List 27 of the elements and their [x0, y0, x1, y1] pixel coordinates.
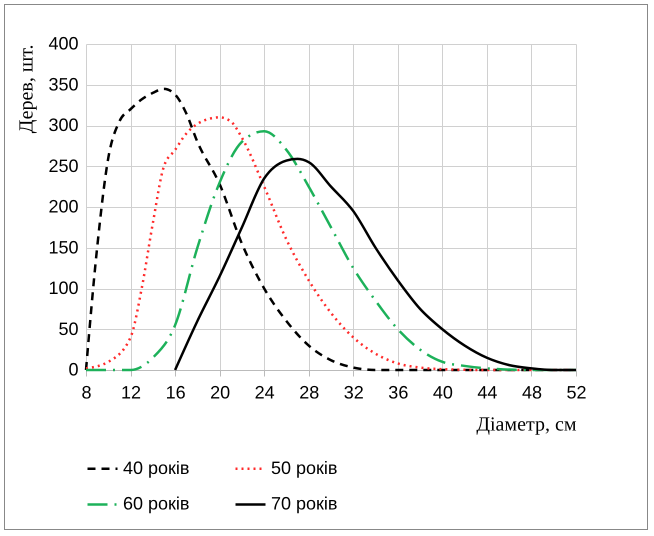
- legend-label: 50 років: [271, 458, 338, 478]
- x-tick-label: 24: [254, 382, 275, 402]
- legend-label: 60 років: [123, 494, 190, 514]
- y-tick-label: 200: [48, 196, 78, 216]
- x-tick-label: 36: [388, 382, 408, 402]
- y-axis-title: Дерев, шт.: [15, 44, 38, 134]
- y-tick-label: 250: [48, 156, 78, 176]
- x-tick-label: 16: [166, 382, 186, 402]
- y-tick-label: 0: [68, 360, 78, 380]
- y-tick-label: 100: [48, 278, 78, 298]
- x-tick-label: 40: [432, 382, 453, 402]
- y-tick-label: 300: [48, 115, 78, 135]
- y-tick-label: 50: [58, 318, 78, 339]
- x-tick-label: 28: [299, 382, 320, 402]
- legend-label: 70 років: [271, 494, 338, 514]
- x-tick-label: 12: [121, 382, 142, 402]
- x-axis-title: Діаметр, см: [476, 414, 577, 436]
- legend-label: 40 років: [123, 458, 190, 478]
- y-tick-label: 350: [48, 74, 78, 94]
- x-tick-label: 8: [81, 382, 92, 402]
- x-tick-label: 20: [210, 382, 230, 402]
- x-tick-label: 48: [522, 382, 542, 402]
- x-tick-label: 32: [344, 382, 364, 402]
- y-tick-label: 150: [48, 237, 78, 258]
- x-tick-label: 44: [477, 382, 498, 402]
- y-tick-label: 400: [48, 34, 78, 54]
- x-tick-label: 52: [566, 382, 587, 402]
